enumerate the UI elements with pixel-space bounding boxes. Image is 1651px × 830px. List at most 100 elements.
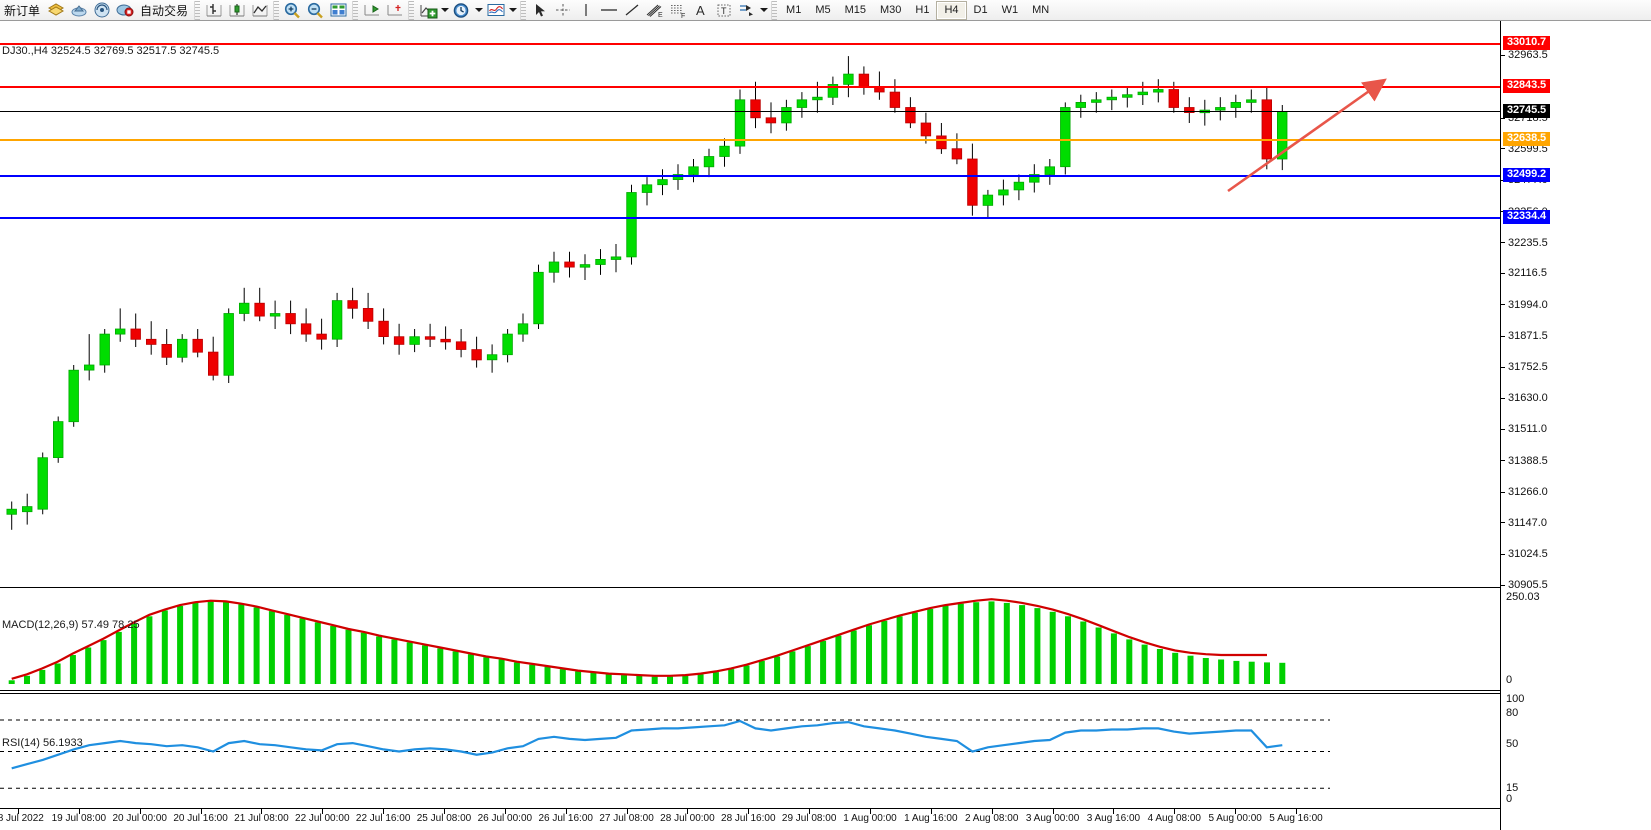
text-label-icon[interactable]: T (712, 0, 735, 20)
level-line-current-price[interactable] (0, 111, 1500, 113)
auto-trading-label[interactable]: 自动交易 (140, 3, 189, 18)
templates-chevron-down-icon[interactable] (507, 0, 518, 20)
chart-shift-icon[interactable] (360, 0, 383, 20)
add-indicator-icon[interactable] (416, 0, 439, 20)
price-badge-resistance-mid[interactable]: 32843.5 (1503, 79, 1551, 94)
timeframe-w1[interactable]: W1 (1001, 4, 1019, 16)
time-gridline (687, 809, 689, 814)
period-chevron-down-icon[interactable] (473, 0, 484, 20)
time-gridline (565, 809, 567, 814)
timeframe-m1[interactable]: M1 (786, 4, 802, 16)
equidistant-channel-icon[interactable]: E (643, 0, 666, 20)
candlestick-chart-icon[interactable] (225, 0, 248, 20)
timeframe-m5[interactable]: M5 (815, 4, 831, 16)
level-line-resistance-mid[interactable] (0, 86, 1500, 89)
time-tick-label: 20 Jul 16:00 (173, 813, 228, 824)
templates-icon[interactable] (484, 0, 507, 20)
rsi-axis-tick: 0 (1506, 793, 1513, 805)
price-tick: 31994.0 (1501, 299, 1548, 311)
timeframe-h1[interactable]: H1 (915, 4, 930, 16)
auto-trading-icon[interactable] (113, 0, 136, 20)
price-tick: 31511.0 (1501, 424, 1547, 435)
level-line-support-upper[interactable] (0, 174, 1500, 177)
level-line-support-lower[interactable] (0, 217, 1500, 220)
new-order-label[interactable]: 新订单 (4, 3, 41, 18)
line-chart-icon[interactable] (248, 0, 271, 20)
macd-series (8, 598, 1286, 684)
price-badge-resistance-upper[interactable]: 33010.7 (1503, 36, 1551, 50)
cursor-icon[interactable] (528, 0, 551, 20)
level-line-pivot-level[interactable] (0, 138, 1500, 141)
main-toolbar: 新订单 (0, 0, 1651, 21)
rsi-axis-tick: 15 (1506, 782, 1519, 794)
fibonacci-icon[interactable]: F (666, 0, 689, 20)
price-tick: 31024.5 (1501, 549, 1548, 560)
zoom-out-icon[interactable] (304, 0, 327, 20)
time-gridline (991, 809, 993, 814)
time-tick-label: 1 Aug 16:00 (904, 813, 958, 824)
time-gridline (261, 809, 263, 814)
time-gridline (200, 809, 202, 814)
price-pane[interactable] (0, 21, 1500, 586)
price-tick: 31630.0 (1501, 393, 1548, 404)
price-badge-support-upper[interactable]: 32499.2 (1503, 167, 1551, 182)
toolbar-separator (352, 0, 359, 20)
time-tick-label: 28 Jul 16:00 (721, 813, 776, 824)
indicator-chevron-down-icon[interactable] (439, 0, 450, 20)
timeframe-bar: M1 M5 M15 M30 H1 H4 D1 W1 MN (779, 0, 1056, 21)
text-icon[interactable]: A (689, 0, 712, 20)
time-tick-label: 21 Jul 08:00 (234, 813, 289, 824)
toolbar-separator (273, 0, 280, 20)
chart-canvas-area[interactable]: DJ30.,H4 32524.5 32769.5 32517.5 32745.5… (0, 21, 1651, 830)
toolbar-group-indicators (416, 0, 518, 21)
tile-windows-icon[interactable] (327, 0, 350, 20)
rsi-axis-tick: 50 (1506, 738, 1519, 750)
time-gridline (626, 809, 628, 814)
timeframe-h4[interactable]: H4 (936, 0, 967, 20)
toolbar-group-objects: E F A T (528, 0, 769, 21)
period-clock-icon[interactable] (450, 0, 473, 20)
price-tick: 32599.5 (1501, 143, 1548, 155)
time-gridline (139, 809, 141, 814)
trendline-icon[interactable] (620, 0, 643, 20)
objects-list-icon[interactable] (735, 0, 758, 20)
rsi-pane[interactable] (0, 693, 1500, 809)
horizontal-line-icon[interactable] (597, 0, 620, 20)
time-tick-label: 19 Jul 08:00 (51, 813, 107, 824)
objects-chevron-down-icon[interactable] (758, 0, 769, 20)
svg-text:F: F (681, 13, 685, 19)
time-tick-label: 28 Jul 00:00 (660, 813, 715, 824)
time-gridline (322, 809, 324, 814)
time-tick-label: 26 Jul 16:00 (538, 813, 593, 824)
timeframe-d1[interactable]: D1 (973, 4, 988, 16)
macd-pane[interactable] (0, 587, 1500, 691)
price-badge-support-lower[interactable]: 32334.4 (1503, 210, 1551, 225)
time-tick-label: 3 Aug 00:00 (1025, 813, 1080, 824)
crosshair-icon[interactable] (551, 0, 574, 20)
timeframe-m15[interactable]: M15 (844, 4, 866, 16)
auto-scroll-icon[interactable] (383, 0, 406, 20)
price-badge-pivot-level[interactable]: 32638.5 (1503, 131, 1551, 146)
timeframe-mn[interactable]: MN (1032, 4, 1050, 16)
price-tick: 31147.0 (1501, 517, 1547, 529)
time-tick-label: 27 Jul 08:00 (599, 813, 654, 824)
toolbar-group-scroll (360, 0, 406, 21)
timeframe-m30[interactable]: M30 (880, 4, 902, 16)
time-axis: 18 Jul 2022 19 Jul 08:00 20 Jul 00:00 20 Ju… (0, 808, 1500, 830)
level-line-resistance-upper[interactable] (0, 43, 1500, 45)
rsi-axis-tick: 100 (1506, 693, 1525, 705)
data-cloud-icon[interactable] (67, 0, 90, 20)
profiles-icon[interactable] (44, 0, 67, 20)
toolbar-group-zoom (281, 0, 350, 21)
signals-icon[interactable] (90, 0, 113, 20)
bar-chart-icon[interactable] (202, 0, 225, 20)
price-tick: 31388.5 (1501, 455, 1548, 467)
price-axis[interactable]: 32963.532718.532599.532477.032356.032235… (1500, 21, 1651, 830)
toolbar-group-trade: 新订单 (0, 0, 192, 21)
time-gridline (18, 809, 19, 814)
time-tick-label: 5 Aug 00:00 (1208, 813, 1262, 824)
vertical-line-icon[interactable] (574, 0, 597, 20)
price-badge-current-price[interactable]: 32745.5 (1503, 104, 1551, 119)
time-gridline (1235, 809, 1237, 814)
zoom-in-icon[interactable] (281, 0, 304, 20)
